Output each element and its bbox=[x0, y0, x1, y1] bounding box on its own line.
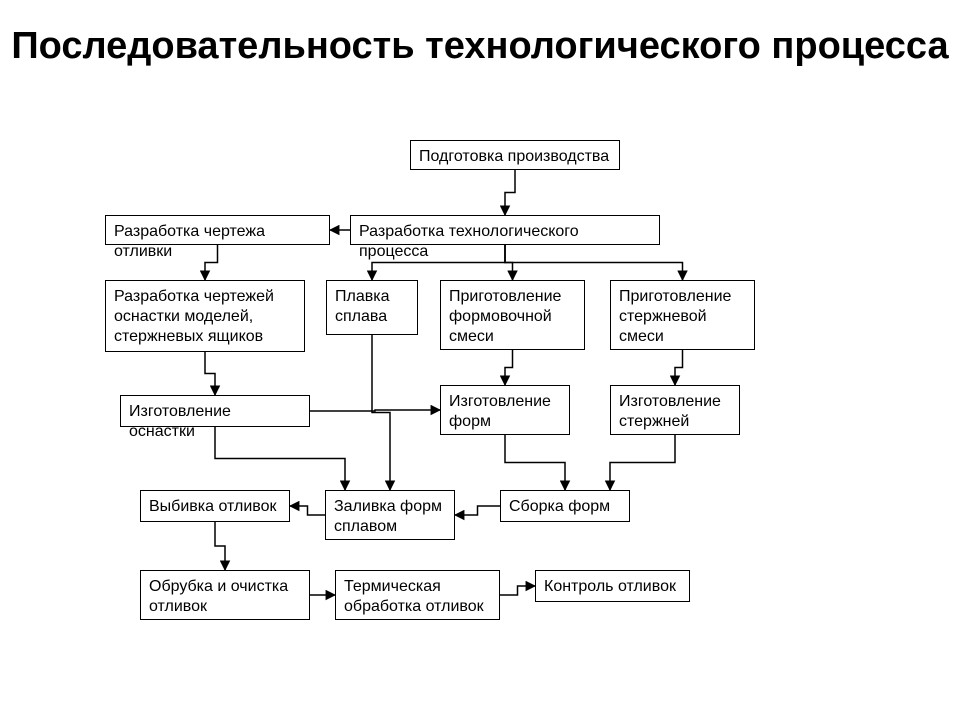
flow-node-n4: Разработка чертежей оснастки моделей, ст… bbox=[105, 280, 305, 352]
flow-node-n11: Сборка форм bbox=[500, 490, 630, 522]
flow-edge-n15-n16 bbox=[500, 586, 535, 595]
flow-node-n2: Разработка технологического процесса bbox=[350, 215, 660, 245]
flow-edge-n9-n11 bbox=[505, 435, 565, 490]
flow-node-n14: Обрубка и очистка отливок bbox=[140, 570, 310, 620]
flow-edge-n13-n14 bbox=[215, 522, 225, 570]
flow-node-n12: Заливка форм сплавом bbox=[325, 490, 455, 540]
flowchart-canvas: Последовательность технологического проц… bbox=[0, 0, 960, 720]
flow-edge-n8-n9 bbox=[310, 410, 440, 411]
flow-edge-n10-n11 bbox=[610, 435, 675, 490]
flow-edge-n11-n12 bbox=[455, 506, 500, 515]
flow-edge-n12-n13 bbox=[290, 506, 325, 515]
page-title: Последовательность технологического проц… bbox=[0, 25, 960, 69]
flow-node-n16: Контроль отливок bbox=[535, 570, 690, 602]
flow-edge-n7-n10 bbox=[675, 350, 683, 385]
flow-edge-n5-n12 bbox=[372, 335, 390, 490]
flow-node-n13: Выбивка отливок bbox=[140, 490, 290, 522]
flow-node-n3: Разработка чертежа отливки bbox=[105, 215, 330, 245]
flow-node-n9: Изготовление форм bbox=[440, 385, 570, 435]
flow-node-n15: Термическая обработка отливок bbox=[335, 570, 500, 620]
flow-node-n7: Приготовление стержневой смеси bbox=[610, 280, 755, 350]
flow-node-n8: Изготовление оснастки bbox=[120, 395, 310, 427]
flow-node-n6: Приготовление формовочной смеси bbox=[440, 280, 585, 350]
flow-node-n5: Плавка сплава bbox=[326, 280, 418, 335]
flow-node-n10: Изготовление стержней bbox=[610, 385, 740, 435]
flow-edge-n1-n2 bbox=[505, 170, 515, 215]
flow-edge-n6-n9 bbox=[505, 350, 513, 385]
flow-edge-n4-n8 bbox=[205, 352, 215, 395]
flow-node-n1: Подготовка производства bbox=[410, 140, 620, 170]
